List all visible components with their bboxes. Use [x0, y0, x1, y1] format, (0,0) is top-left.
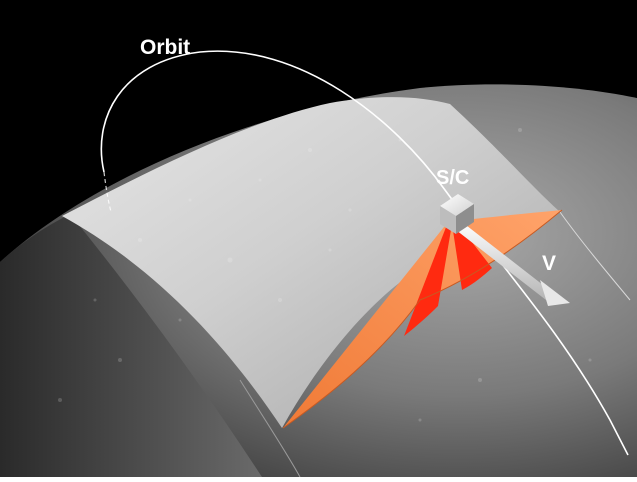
ground-track-line-lower	[239, 379, 301, 478]
footprint-inner-left	[404, 222, 452, 336]
spacecraft-icon	[440, 194, 474, 234]
ground-track-line	[559, 211, 631, 301]
orbit-path	[100, 50, 629, 456]
ground-swath	[62, 97, 560, 428]
orbit-label: Orbit	[140, 36, 190, 59]
orbit-path-far-side	[103, 171, 112, 213]
footprint-inner-right	[452, 224, 492, 290]
footprint-edge	[282, 209, 563, 429]
planet-dark-side	[0, 214, 262, 477]
velocity-label: V	[542, 252, 556, 275]
velocity-arrow	[456, 222, 570, 306]
spacecraft-label: S/C	[436, 167, 469, 189]
